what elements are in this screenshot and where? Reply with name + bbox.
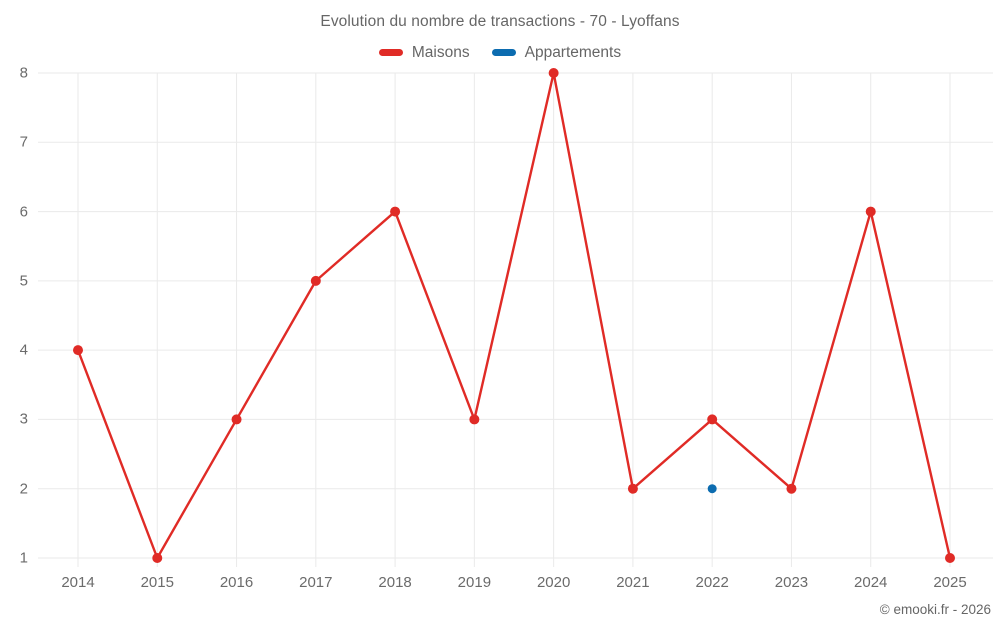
y-axis-label: 3: [19, 410, 28, 428]
data-point[interactable]: [707, 484, 717, 494]
legend-swatch-icon: [491, 49, 516, 57]
x-axis-label: 2018: [378, 574, 412, 591]
x-axis-label: 2025: [933, 574, 967, 591]
data-point[interactable]: [73, 345, 83, 356]
data-point[interactable]: [310, 275, 321, 286]
data-point[interactable]: [945, 553, 955, 563]
y-axis-label: 5: [19, 272, 28, 290]
copyright-credit: © emooki.fr - 2026: [879, 602, 991, 617]
x-axis-label: 2017: [299, 574, 333, 591]
series-appartements: [707, 484, 717, 494]
data-point[interactable]: [548, 68, 559, 78]
legend-swatch-icon: [378, 49, 403, 57]
legend-item-appartements[interactable]: Appartements: [491, 44, 622, 61]
data-point[interactable]: [231, 414, 242, 425]
series-maisons: [73, 68, 955, 563]
x-axis-label: 2015: [140, 574, 174, 591]
x-axis-label: 2024: [854, 574, 888, 591]
chart-title: Evolution du nombre de transactions - 70…: [320, 13, 680, 30]
x-axis-label: 2023: [774, 574, 809, 591]
x-axis-label: 2016: [219, 574, 254, 591]
data-point[interactable]: [469, 414, 480, 425]
y-axis-label: 2: [19, 480, 28, 498]
data-point[interactable]: [786, 483, 797, 494]
data-point[interactable]: [865, 206, 876, 217]
data-point[interactable]: [707, 414, 718, 425]
chart-legend: Maisons Appartements: [0, 45, 1000, 61]
y-axis-label: 1: [19, 549, 28, 567]
y-axis-label: 4: [19, 341, 28, 359]
x-axis-label: 2014: [61, 574, 95, 591]
x-axis-label: 2022: [695, 574, 729, 591]
series-line: [76, 71, 952, 560]
legend-label: Maisons: [411, 44, 470, 61]
gridlines: [38, 72, 993, 567]
y-axis-label: 8: [19, 64, 28, 82]
y-axis-label: 7: [19, 133, 28, 151]
data-point[interactable]: [627, 483, 638, 494]
legend-item-maisons[interactable]: Maisons: [378, 44, 470, 61]
x-axis-label: 2021: [616, 574, 650, 591]
data-point[interactable]: [390, 206, 401, 217]
x-axis-label: 2020: [536, 574, 571, 591]
y-axis-label: 6: [19, 203, 28, 221]
data-point[interactable]: [152, 553, 163, 563]
x-axis-label: 2019: [457, 574, 492, 591]
legend-label: Appartements: [524, 44, 622, 61]
